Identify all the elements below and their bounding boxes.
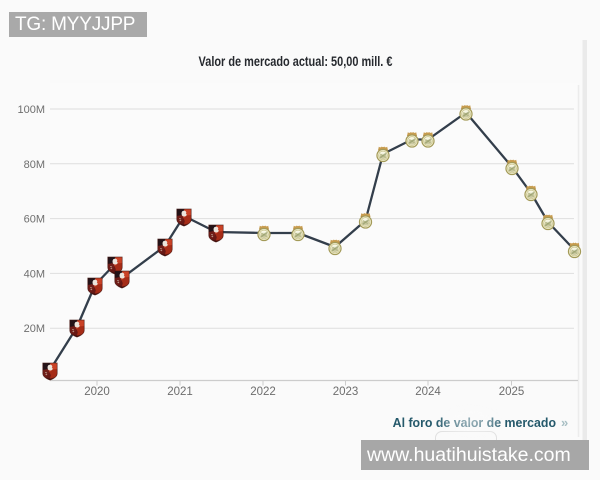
svg-text:60M: 60M bbox=[24, 214, 45, 226]
svg-text:2024: 2024 bbox=[415, 386, 441, 398]
svg-text:2022: 2022 bbox=[250, 386, 276, 398]
svg-text:100M: 100M bbox=[17, 104, 45, 116]
svg-text:2021: 2021 bbox=[167, 386, 193, 398]
svg-text:20M: 20M bbox=[24, 323, 45, 335]
svg-text:80M: 80M bbox=[24, 159, 45, 171]
svg-text:2023: 2023 bbox=[333, 386, 359, 398]
svg-text:2020: 2020 bbox=[84, 386, 110, 398]
svg-text:40M: 40M bbox=[24, 268, 45, 280]
svg-text:2025: 2025 bbox=[499, 386, 525, 398]
